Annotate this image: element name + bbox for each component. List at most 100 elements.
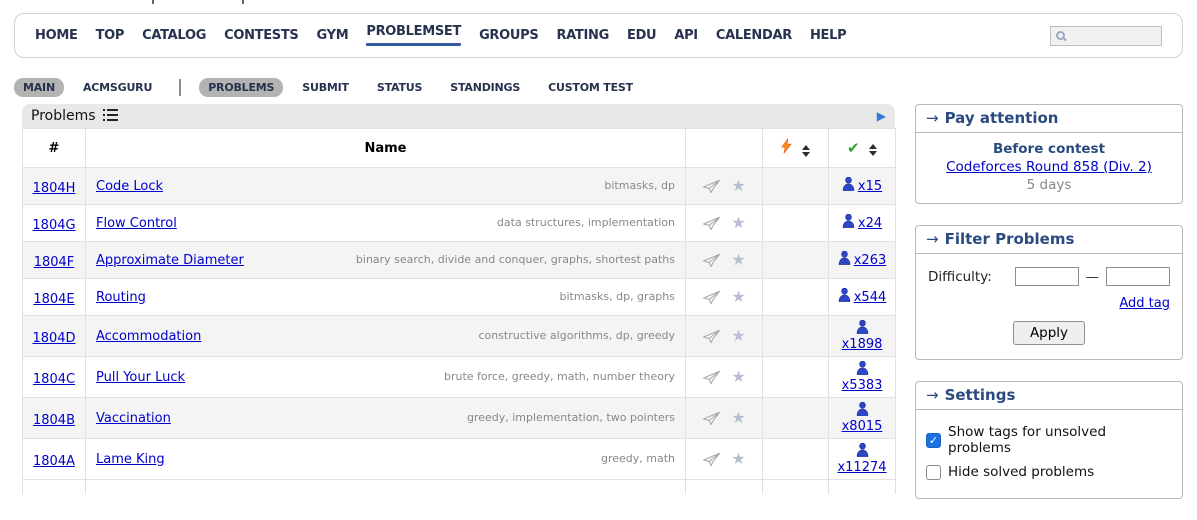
problem-id-link[interactable]: 1804A (33, 453, 75, 469)
right-arrow-icon: → (926, 109, 939, 127)
favorite-star-icon[interactable]: ★ (731, 367, 746, 386)
favorite-star-icon[interactable]: ★ (731, 326, 746, 345)
sort-arrows-icon[interactable] (801, 144, 810, 157)
table-header-row: # Name ✔ (22, 128, 896, 168)
problem-id-link[interactable]: 1804H (32, 180, 76, 196)
problem-name-link[interactable]: Code Lock (96, 178, 164, 194)
paper-plane-icon[interactable] (702, 411, 721, 426)
solved-count-link[interactable]: x11274 (837, 442, 887, 475)
nav-item-home[interactable]: HOME (35, 27, 78, 43)
subnav-item-problems[interactable]: PROBLEMS (199, 77, 284, 97)
green-check-icon: ✔ (846, 139, 860, 157)
solved-count-link[interactable]: x5383 (842, 360, 882, 393)
problem-id-link[interactable]: 1804C (32, 371, 76, 387)
problem-tags: constructive algorithms, dp, greedy (478, 329, 675, 342)
right-arrow-icon: → (926, 386, 939, 404)
paper-plane-icon[interactable] (702, 290, 721, 305)
contest-link[interactable]: Codeforces Round 858 (Div. 2) (946, 159, 1152, 175)
list-icon[interactable] (102, 108, 118, 125)
solved-count-link[interactable]: x263 (838, 250, 886, 269)
problem-row-1804h: 1804H Code Lock bitmasks, dp ★ (22, 167, 896, 205)
subnav-item-custom-test[interactable]: CUSTOM TEST (548, 80, 633, 94)
lightning-icon (781, 138, 793, 154)
difficulty-max-input[interactable] (1106, 267, 1170, 286)
nav-item-gym[interactable]: GYM (316, 27, 349, 43)
sidebar: → Pay attention Before contest Codeforces… (915, 104, 1183, 520)
apply-button[interactable]: Apply (1012, 321, 1086, 345)
solved-count-link[interactable]: x544 (838, 287, 886, 306)
person-icon (856, 401, 869, 420)
right-arrow-icon: → (926, 230, 939, 248)
problem-name-link[interactable]: Vaccination (96, 410, 171, 426)
paper-plane-icon[interactable] (702, 179, 721, 194)
problem-name-link[interactable]: Pull Your Luck (96, 369, 186, 385)
problem-name-link[interactable]: Flow Control (96, 215, 177, 231)
nav-item-contests[interactable]: CONTESTS (224, 27, 299, 43)
solved-count-link[interactable]: x24 (842, 213, 882, 232)
solved-count-link[interactable]: x8015 (842, 401, 882, 434)
nav-item-calendar[interactable]: CALENDAR (715, 27, 792, 43)
subnav-item-status[interactable]: STATUS (376, 80, 423, 94)
difficulty-cell (762, 397, 829, 439)
difficulty-min-input[interactable] (1014, 267, 1079, 286)
solved-count-link[interactable]: x1898 (842, 319, 882, 352)
paper-plane-icon[interactable] (702, 370, 721, 385)
solved-count-link[interactable]: x15 (842, 176, 882, 195)
add-tag-link[interactable]: Add tag (1119, 296, 1170, 311)
person-icon (842, 213, 855, 232)
paper-plane-icon[interactable] (702, 216, 721, 231)
favorite-star-icon[interactable]: ★ (731, 408, 746, 427)
nav-item-api[interactable]: API (674, 27, 698, 43)
favorite-star-icon[interactable]: ★ (731, 287, 746, 306)
problem-id-link[interactable]: 1804E (33, 291, 75, 307)
column-header-name[interactable]: Name (85, 128, 686, 168)
nav-item-help[interactable]: HELP (809, 27, 847, 43)
settings-caption: → Settings (916, 382, 1182, 410)
problem-tags: binary search, divide and conquer, graph… (355, 253, 675, 266)
favorite-star-icon[interactable]: ★ (731, 176, 746, 195)
search-box[interactable] (1050, 25, 1162, 46)
problems-table: # Name ✔ (22, 128, 896, 494)
subnav-item-submit[interactable]: SUBMIT (302, 80, 349, 94)
difficulty-cell (762, 167, 829, 205)
paper-plane-icon[interactable] (702, 329, 721, 344)
paper-plane-icon[interactable] (702, 253, 721, 268)
search-input[interactable] (1069, 27, 1155, 44)
problem-id-link[interactable]: 1804B (32, 412, 75, 428)
problems-panel: Problems ▶ # Name (22, 104, 896, 494)
nav-item-edu[interactable]: EDU (626, 27, 657, 43)
problem-id-link[interactable]: 1804G (32, 217, 76, 233)
person-icon (838, 250, 851, 269)
setting-option: Hide solved problems (926, 464, 1172, 480)
subnav-item-standings[interactable]: STANDINGS (450, 80, 521, 94)
problem-name-link[interactable]: Approximate Diameter (96, 252, 244, 268)
nav-item-top[interactable]: TOP (95, 27, 125, 43)
sub-nav: MAIN ACMSGURU PROBLEMS SUBMIT STATUS STANDING… (14, 77, 642, 97)
person-icon (842, 176, 855, 195)
checked-checkbox-show-tags-for-unsolved-problems[interactable]: ✓ (926, 432, 941, 448)
problem-name-link[interactable]: Routing (96, 289, 146, 305)
column-header-solved[interactable]: ✔ (828, 128, 896, 168)
favorite-star-icon[interactable]: ★ (731, 449, 746, 468)
unchecked-checkbox-hide-solved-problems[interactable] (926, 464, 941, 480)
subnav-item-main[interactable]: MAIN (14, 77, 64, 97)
problem-name-link[interactable]: Accommodation (96, 328, 202, 344)
nav-item-rating[interactable]: RATING (556, 27, 609, 43)
expand-right-arrow-icon[interactable]: ▶ (876, 109, 886, 123)
sort-arrows-icon[interactable] (869, 143, 878, 156)
paper-plane-icon[interactable] (702, 452, 721, 467)
person-icon (856, 360, 869, 379)
nav-item-groups[interactable]: GROUPS (479, 27, 539, 43)
column-header-difficulty[interactable] (762, 128, 829, 168)
nav-item-catalog[interactable]: CATALOG (142, 27, 207, 43)
problem-id-link[interactable]: 1804D (32, 330, 76, 346)
problem-row-1804f: 1804F Approximate Diameter binary search… (22, 241, 896, 279)
favorite-star-icon[interactable]: ★ (731, 250, 746, 269)
problem-id-link[interactable]: 1804F (33, 254, 75, 270)
column-header-number[interactable]: # (22, 128, 86, 168)
subnav-item-acmsguru[interactable]: ACMSGURU (82, 80, 153, 94)
problem-tags: greedy, implementation, two pointers (466, 411, 675, 424)
favorite-star-icon[interactable]: ★ (731, 213, 746, 232)
nav-item-problemset[interactable]: PROBLEMSET (366, 25, 461, 46)
problem-name-link[interactable]: Lame King (96, 451, 165, 467)
